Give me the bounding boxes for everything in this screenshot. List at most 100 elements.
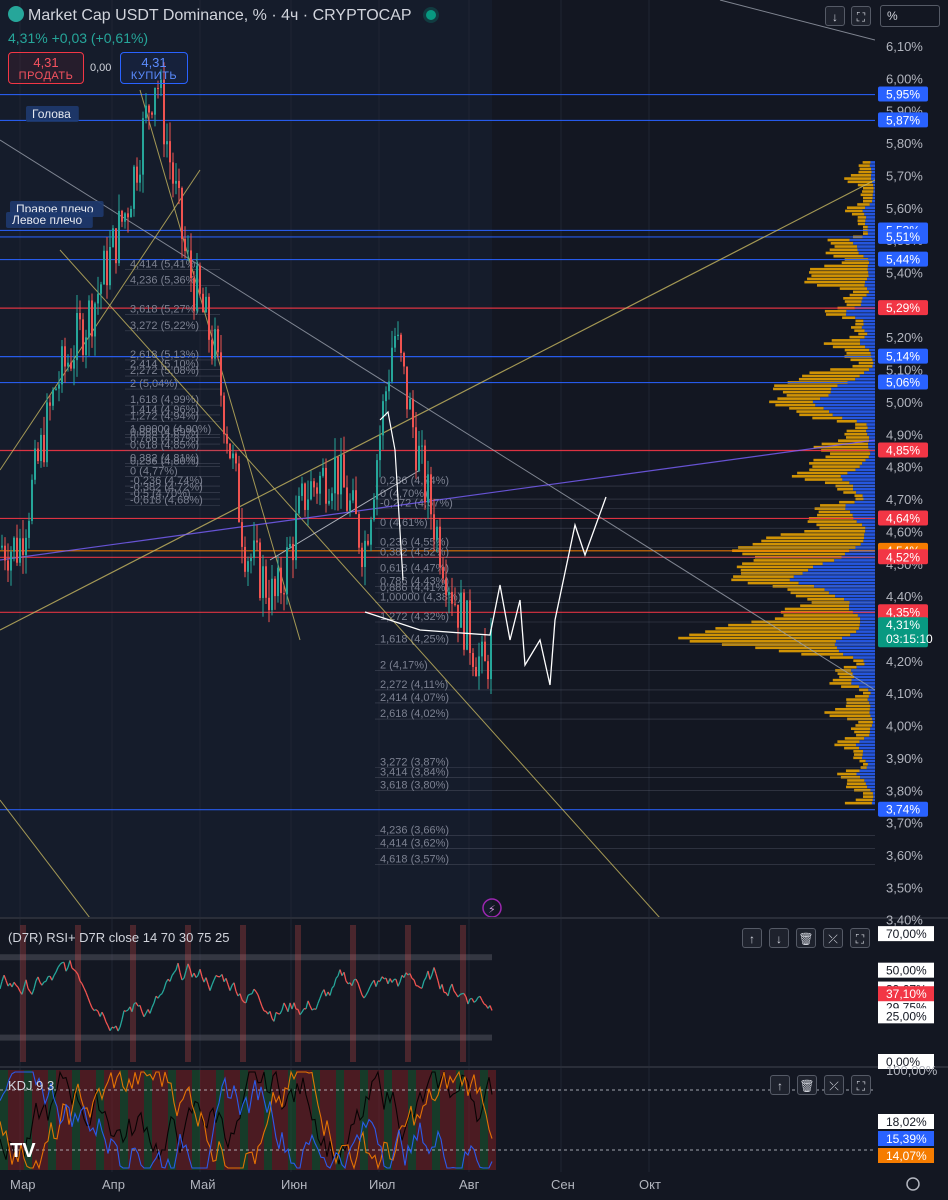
volume-profile-bar bbox=[740, 568, 809, 572]
candle-body bbox=[352, 490, 354, 501]
scale-mode-button[interactable]: % bbox=[880, 5, 940, 27]
trend-line bbox=[59, 249, 661, 918]
fib-label: 1,618 (4,25%) bbox=[380, 634, 449, 646]
volume-profile-bar bbox=[850, 358, 873, 362]
buy-button[interactable]: 4,31 КУПИТЬ bbox=[120, 52, 188, 84]
candle-body bbox=[358, 514, 360, 548]
rsi-line bbox=[369, 982, 373, 988]
kdj-bg-band bbox=[472, 1070, 480, 1170]
trend-line bbox=[719, 0, 875, 41]
candle-body bbox=[277, 567, 279, 597]
fib-label: 0,236 (4,55%) bbox=[380, 537, 449, 549]
symbol-title[interactable]: Market Cap USDT Dominance, % · 4ч · CRYP… bbox=[28, 7, 412, 24]
volume-profile-bar bbox=[862, 756, 875, 760]
volume-profile-bar bbox=[815, 403, 875, 407]
kdj-value-badge bbox=[878, 1131, 934, 1146]
volume-profile-bar bbox=[844, 552, 875, 556]
fib-label: 1,00000 (4,90%) bbox=[130, 423, 211, 435]
volume-profile-bar bbox=[791, 474, 841, 478]
price-label-badge bbox=[878, 604, 928, 620]
kdj-value-text: 18,02% bbox=[886, 1115, 927, 1129]
delete-icon[interactable]: 🗑 bbox=[797, 1075, 817, 1095]
volume-profile-bar bbox=[870, 161, 875, 164]
fib-label: 2,414 (5,10%) bbox=[130, 359, 199, 371]
volume-profile-bar bbox=[783, 614, 858, 617]
rsi-line bbox=[307, 1000, 311, 1007]
kdj-bg-band bbox=[112, 1070, 120, 1170]
rsi-line bbox=[383, 977, 387, 980]
delete-icon[interactable]: 🗑 bbox=[796, 928, 816, 948]
rsi-line bbox=[391, 979, 395, 983]
kdj-bg-band bbox=[392, 1070, 400, 1170]
maximize-icon[interactable]: ⛶ bbox=[851, 1075, 871, 1095]
sell-button[interactable]: 4,31 ПРОДАТЬ bbox=[8, 52, 84, 84]
rsi-line bbox=[241, 999, 245, 1003]
candle-body bbox=[265, 566, 267, 598]
volume-profile-bar bbox=[856, 630, 875, 633]
volume-profile-bar bbox=[846, 785, 868, 789]
price-label-badge bbox=[878, 549, 928, 565]
volume-profile-bar bbox=[834, 559, 875, 562]
price-tick-label: 3,90% bbox=[886, 751, 923, 766]
candle-body bbox=[274, 578, 276, 597]
time-tick-label: Мар bbox=[10, 1177, 35, 1192]
rsi-line bbox=[33, 980, 37, 989]
collapse-icon[interactable]: ⤫ bbox=[823, 928, 843, 948]
volume-profile-bar bbox=[816, 523, 863, 527]
candle-body bbox=[355, 490, 357, 515]
volume-profile-bar bbox=[862, 753, 875, 756]
volume-profile-bar bbox=[862, 209, 875, 213]
rsi-line bbox=[143, 1012, 147, 1018]
volume-profile-bar bbox=[812, 465, 860, 468]
trend-line bbox=[0, 799, 91, 918]
rsi-line bbox=[283, 1002, 287, 1008]
rsi-line bbox=[57, 964, 61, 968]
rsi-line bbox=[235, 990, 239, 997]
price-label-text: 4,85% bbox=[886, 444, 920, 458]
volume-profile-bar bbox=[851, 212, 865, 216]
maximize-icon[interactable]: ⛶ bbox=[850, 928, 870, 948]
arrow-down-icon[interactable]: ↓ bbox=[825, 6, 845, 26]
fib-label: 0,618 (4,85%) bbox=[130, 440, 199, 452]
fullscreen-icon[interactable]: ⛶ bbox=[851, 6, 871, 26]
volume-profile-bar bbox=[752, 542, 861, 546]
volume-profile-bar bbox=[817, 284, 865, 287]
candle-body bbox=[394, 336, 396, 348]
candle-body bbox=[433, 514, 435, 540]
rsi-line bbox=[25, 979, 29, 989]
move-up-icon[interactable]: ↑ bbox=[770, 1075, 790, 1095]
candle-body bbox=[406, 366, 408, 410]
kdj-bg-band bbox=[320, 1070, 328, 1170]
rsi-tick-badge bbox=[878, 962, 934, 978]
price-label-badge bbox=[878, 801, 928, 817]
move-up-icon[interactable]: ↑ bbox=[742, 928, 762, 948]
rsi-highlight bbox=[295, 925, 301, 1062]
volume-profile-bar bbox=[856, 733, 870, 737]
rsi-line bbox=[137, 1004, 141, 1007]
collapse-icon[interactable]: ⤫ bbox=[824, 1075, 844, 1095]
rsi-line bbox=[79, 980, 83, 985]
rsi-line bbox=[373, 980, 377, 987]
candle-body bbox=[142, 118, 144, 175]
candle-body bbox=[241, 522, 243, 547]
volume-profile-bar bbox=[844, 348, 870, 352]
kdj-bg-band bbox=[488, 1070, 496, 1170]
drawing-path bbox=[364, 496, 607, 686]
volume-profile-bar bbox=[842, 416, 875, 420]
volume-profile-bar bbox=[830, 390, 875, 394]
rsi-title[interactable]: (D7R) RSI+ D7R close 14 70 30 75 25 bbox=[8, 930, 230, 945]
rsi-highlight bbox=[240, 925, 246, 1062]
volume-profile-bar bbox=[831, 339, 860, 342]
rsi-line bbox=[107, 1025, 111, 1031]
candle-body bbox=[340, 454, 342, 495]
candle-body bbox=[307, 499, 309, 510]
rsi-line bbox=[397, 981, 401, 987]
rsi-line bbox=[279, 1009, 283, 1015]
volume-profile-bar bbox=[872, 196, 875, 200]
rsi-line bbox=[77, 974, 81, 982]
move-down-icon[interactable]: ↓ bbox=[769, 928, 789, 948]
fib-label: 0,886 (4,89%) bbox=[130, 427, 199, 439]
kdj-title[interactable]: KDJ 9 3 bbox=[8, 1078, 55, 1093]
fib-label: 0,236 (4,74%) bbox=[380, 475, 449, 487]
